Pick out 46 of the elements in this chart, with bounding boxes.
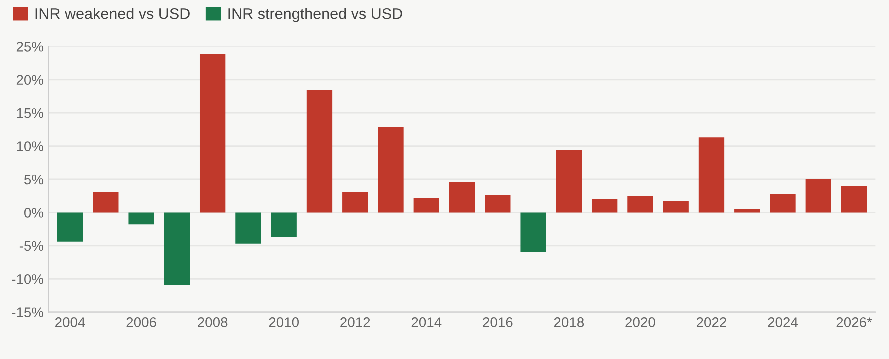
bar — [734, 209, 760, 213]
bar — [200, 54, 226, 213]
x-tick-label: 2016 — [483, 318, 513, 328]
bar — [770, 194, 796, 213]
x-tick-label: 2006 — [126, 318, 156, 328]
bar — [592, 199, 618, 213]
y-tick-label: -10% — [12, 274, 44, 284]
x-tick-label: 2010 — [269, 318, 300, 328]
y-tick-label: 25% — [16, 42, 44, 52]
bar — [449, 182, 476, 213]
y-tick-label: -15% — [12, 308, 44, 318]
x-tick-label: 2014 — [412, 318, 442, 328]
x-tick-label: 2012 — [340, 318, 370, 328]
y-tick-label: 5% — [24, 174, 44, 185]
bar — [806, 180, 832, 213]
bar — [414, 198, 440, 213]
bar — [306, 90, 333, 213]
legend-label: INR weakened vs USD — [36, 8, 190, 20]
bar — [841, 186, 868, 213]
bar — [236, 212, 262, 244]
x-tick-label: 2008 — [198, 318, 228, 328]
x-tick-label: 2004 — [56, 318, 86, 328]
bar — [57, 212, 84, 242]
bar — [556, 150, 582, 213]
x-tick-label: 2022 — [696, 318, 726, 328]
bar — [271, 212, 297, 238]
y-tick-label: 15% — [17, 108, 44, 118]
y-tick-label: -5% — [20, 241, 44, 252]
bar — [663, 201, 689, 213]
bar — [164, 212, 190, 286]
bar — [628, 196, 654, 213]
x-tick-label: 2018 — [554, 318, 584, 328]
y-tick-label: 20% — [16, 75, 44, 86]
bar — [698, 138, 725, 213]
bar — [128, 212, 154, 225]
bar — [485, 195, 511, 213]
x-tick-label: 2026* — [836, 318, 872, 328]
x-tick-label: 2020 — [626, 318, 656, 328]
y-tick-label: 10% — [17, 142, 44, 152]
x-tick-label: 2024 — [768, 318, 798, 328]
legend-label: INR strengthened vs USD — [228, 8, 402, 22]
bar — [342, 192, 368, 213]
bar — [378, 127, 404, 213]
bar — [93, 192, 119, 213]
bar — [520, 212, 546, 253]
y-tick-label: 0% — [24, 208, 44, 218]
